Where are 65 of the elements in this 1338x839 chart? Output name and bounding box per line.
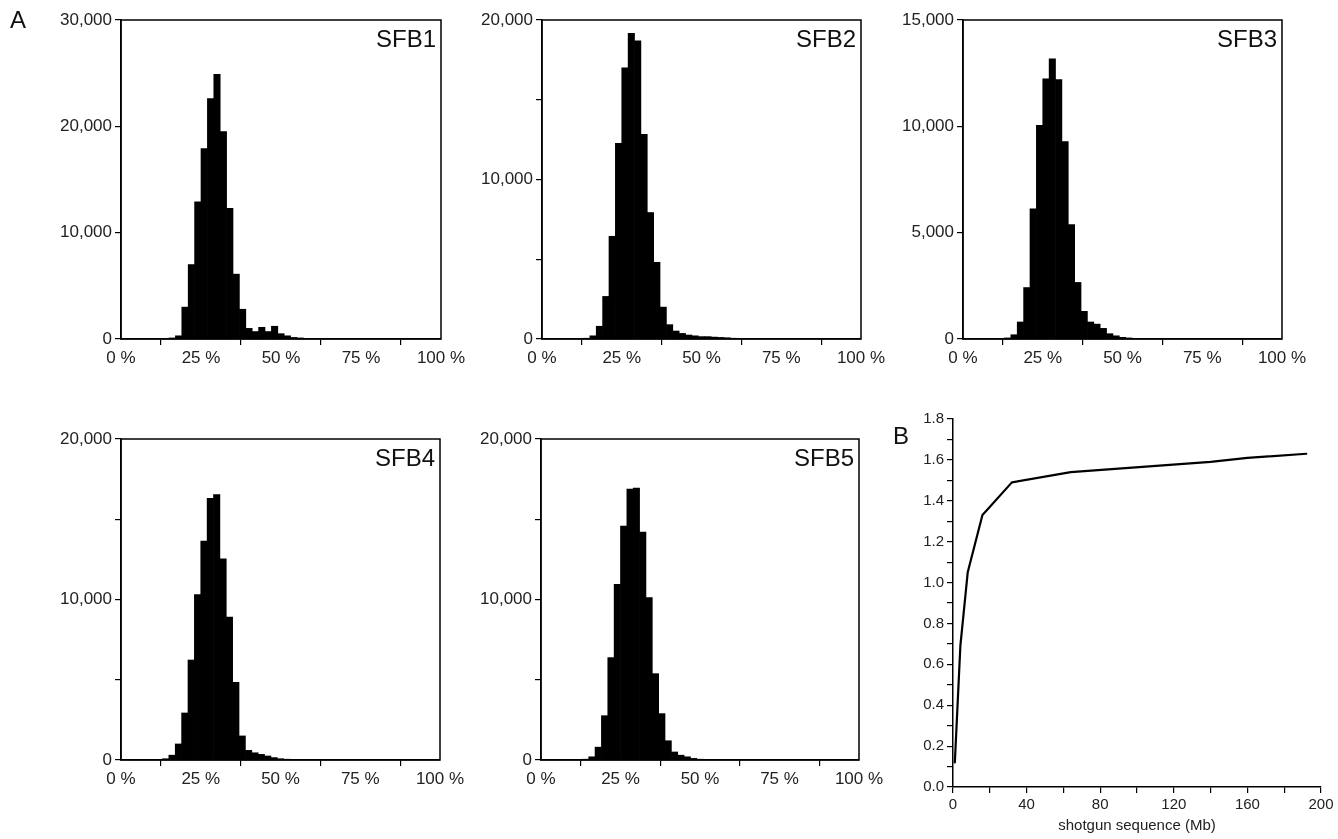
- y-tick-label: 20,000: [481, 9, 533, 29]
- x-tick-label: 75 %: [340, 768, 380, 788]
- chart-title: SFB4: [374, 443, 435, 471]
- chart-title: SFB1: [375, 24, 436, 52]
- x-tick-label: 0 %: [106, 768, 136, 788]
- x-tick-label: 75 %: [1182, 347, 1222, 367]
- y-tick-label: 5,000: [911, 222, 954, 242]
- chart-title: SFB5: [793, 443, 854, 471]
- x-tick-label: 0 %: [527, 347, 557, 367]
- x-tick-label: 100 %: [1257, 347, 1307, 367]
- x-tick-label: 100 %: [415, 768, 465, 788]
- y-tick-label: 20,000: [480, 428, 532, 448]
- x-tick-label: 25 %: [601, 768, 640, 788]
- y-tick-label: 0.2: [923, 736, 944, 754]
- x-axis-title: shotgun sequence (Mb): [1058, 816, 1216, 834]
- y-tick-label: 0: [102, 749, 112, 769]
- x-tick-label: 50 %: [680, 768, 720, 788]
- y-tick-label: 10,000: [480, 589, 532, 609]
- y-tick-label: 15,000: [902, 9, 954, 29]
- x-tick-label: 100 %: [834, 768, 884, 788]
- x-tick-label: 40: [1018, 795, 1035, 813]
- y-tick-label: 10,000: [60, 589, 112, 609]
- y-tick-label: 1.6: [923, 450, 944, 468]
- y-tick-label: 0.4: [923, 695, 944, 713]
- x-tick-label: 75 %: [341, 347, 381, 367]
- text: B: [893, 422, 910, 449]
- x-tick-label: 100 %: [836, 347, 886, 367]
- y-tick-label: 1.4: [923, 490, 944, 508]
- y-tick-label: 20,000: [60, 428, 112, 448]
- y-tick-label: 20,000: [60, 116, 112, 136]
- y-tick-label: 0.6: [923, 654, 944, 672]
- x-tick-label: 75 %: [761, 347, 801, 367]
- y-tick-label: 10,000: [902, 116, 954, 136]
- x-tick-label: 25 %: [181, 768, 221, 788]
- x-tick-label: 25 %: [1023, 347, 1063, 367]
- x-tick-label: 50 %: [261, 768, 300, 788]
- y-tick-label: 0.0: [923, 777, 944, 795]
- x-tick-label: 50 %: [261, 347, 301, 367]
- x-tick-label: 0 %: [526, 768, 556, 788]
- y-tick-label: 0: [102, 328, 112, 348]
- y-tick-label: 10,000: [60, 222, 112, 242]
- x-tick-label: 120: [1161, 795, 1187, 813]
- x-tick-label: 50 %: [1103, 347, 1142, 367]
- text: A: [10, 6, 27, 33]
- y-tick-label: 0: [523, 328, 533, 348]
- y-tick-label: 0: [522, 749, 532, 769]
- x-tick-label: 25 %: [602, 347, 642, 367]
- y-tick-label: 0: [944, 328, 954, 348]
- x-tick-label: 200: [1308, 795, 1334, 813]
- y-tick-label: 0.8: [923, 613, 944, 631]
- x-tick-label: 0 %: [948, 347, 978, 367]
- x-tick-label: 160: [1234, 795, 1260, 813]
- x-tick-label: 100 %: [416, 347, 466, 367]
- y-tick-label: 30,000: [60, 9, 112, 29]
- x-tick-label: 50 %: [682, 347, 721, 367]
- x-tick-label: 0 %: [106, 347, 136, 367]
- y-tick-label: 10,000: [481, 169, 533, 189]
- x-tick-label: 25 %: [181, 347, 221, 367]
- y-tick-label: 1.0: [923, 572, 944, 590]
- chart-title: SFB2: [795, 24, 856, 52]
- chart-title: SFB3: [1216, 24, 1277, 52]
- y-tick-label: 1.2: [923, 531, 944, 549]
- x-tick-label: 80: [1091, 795, 1109, 813]
- y-tick-label: 1.8: [923, 409, 944, 427]
- x-tick-label: 75 %: [760, 768, 799, 788]
